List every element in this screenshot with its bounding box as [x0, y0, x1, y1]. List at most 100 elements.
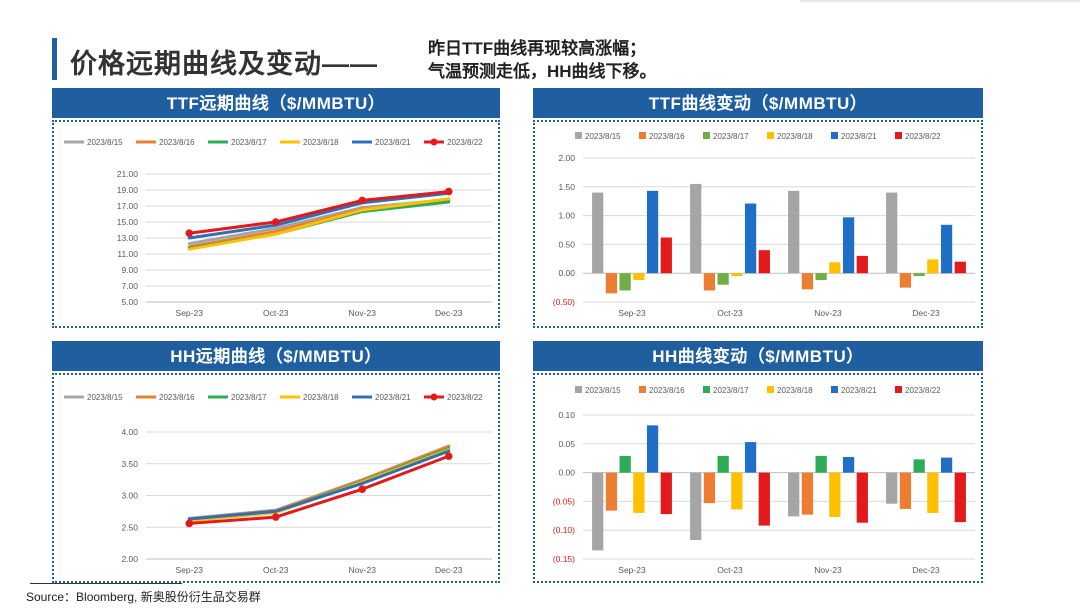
bar — [954, 472, 966, 523]
series-point — [358, 485, 367, 493]
bar — [633, 472, 645, 513]
y-tick-label: 0.10 — [558, 410, 575, 420]
y-tick-label: (0.10) — [553, 525, 575, 535]
y-tick-label: 0.05 — [558, 439, 575, 449]
legend-label: 2023/8/16 — [649, 386, 685, 395]
x-tick-label: Dec-23 — [912, 308, 940, 318]
subtitle-line-1: 昨日TTF曲线再现较高涨幅； — [428, 39, 647, 58]
bar — [619, 455, 631, 473]
series-point — [444, 452, 453, 460]
y-tick-label: 11.00 — [117, 249, 138, 259]
legend-swatch — [831, 386, 838, 393]
bar — [815, 273, 827, 281]
x-tick-label: Nov-23 — [349, 565, 377, 575]
legend-swatch — [703, 132, 710, 139]
bar — [801, 472, 814, 515]
x-tick-label: Oct-23 — [263, 308, 289, 318]
y-tick-label: 1.50 — [558, 182, 575, 192]
source-note: Source：Bloomberg, 新奥股份衍生品交易群 — [26, 590, 261, 604]
bar — [605, 273, 618, 294]
y-tick-label: 13.00 — [117, 233, 139, 243]
bar — [856, 255, 868, 274]
bar — [815, 455, 827, 473]
y-tick-label: 2.00 — [121, 554, 138, 564]
bar — [927, 259, 939, 274]
bar — [633, 273, 645, 281]
bar — [646, 425, 659, 473]
legend-label: 2023/8/21 — [375, 138, 411, 147]
subtitle-line-2: 气温预测走低，HH曲线下移。 — [428, 62, 657, 81]
ttf-change-chart: (0.50) 0.00 0.50 1.00 1.50 2.00 Sep-23 Oct-23 No… — [533, 120, 983, 328]
legend-label: 2023/8/18 — [777, 386, 813, 395]
series-point — [444, 187, 453, 196]
x-tick-label: Oct-23 — [717, 308, 743, 318]
source-divider — [30, 583, 182, 584]
bar — [646, 190, 659, 274]
x-tick-label: Nov-23 — [814, 565, 842, 575]
top-edge-decoration — [800, 0, 1080, 2]
x-tick-label: Sep-23 — [176, 565, 204, 575]
legend-label: 2023/8/16 — [159, 138, 195, 147]
bar — [758, 472, 770, 526]
legend-swatch — [895, 132, 902, 139]
series-line — [187, 191, 451, 240]
series-line — [187, 445, 451, 521]
hh-change-svg: (0.15) (0.10) (0.05) 0.00 0.05 0.10 Sep-23 Oct-… — [553, 386, 975, 575]
legend-marker — [430, 138, 438, 146]
legend-swatch — [639, 132, 646, 139]
bar — [660, 472, 672, 515]
legend-label: 2023/8/17 — [713, 386, 749, 395]
x-tick-label: Sep-23 — [618, 308, 646, 318]
bar — [927, 472, 939, 513]
legend-label: 2023/8/17 — [231, 393, 267, 402]
series-line — [187, 454, 451, 525]
legend-swatch — [767, 132, 774, 139]
hh-curve-chart: 2.00 2.50 3.00 3.50 4.00 Sep-23 Oct-23 Nov-23 De… — [52, 373, 500, 583]
y-tick-label: 3.00 — [121, 491, 138, 501]
bar — [842, 217, 855, 274]
bar — [886, 472, 898, 504]
y-tick-label: 2.00 — [558, 153, 575, 163]
bar — [690, 183, 702, 274]
x-tick-label: Oct-23 — [263, 565, 289, 575]
legend-label: 2023/8/15 — [585, 386, 621, 395]
bar — [703, 472, 716, 504]
legend-label: 2023/8/18 — [303, 138, 339, 147]
series-point — [185, 229, 194, 237]
legend-label: 2023/8/22 — [905, 132, 941, 141]
bar — [703, 273, 716, 291]
bar — [788, 472, 800, 517]
legend-label: 2023/8/17 — [713, 132, 749, 141]
x-tick-label: Oct-23 — [717, 565, 743, 575]
legend-label: 2023/8/21 — [841, 132, 877, 141]
x-tick-label: Dec-23 — [435, 565, 463, 575]
hh-change-title: HH曲线变动（$/MMBTU） — [533, 341, 983, 373]
series-point — [185, 519, 194, 528]
hh-curve-title: HH远期曲线（$/MMBTU） — [52, 341, 500, 373]
y-tick-label: 1.00 — [558, 211, 575, 221]
hh-curve-svg: 2.00 2.50 3.00 3.50 4.00 Sep-23 Oct-23 Nov-23 De… — [64, 393, 492, 575]
legend-swatch — [895, 386, 902, 393]
y-tick-label: 9.00 — [121, 265, 138, 275]
y-tick-label: 2.50 — [121, 522, 138, 532]
bar — [744, 203, 757, 274]
y-tick-label: (0.15) — [553, 554, 575, 564]
series-point — [271, 218, 280, 226]
series-line — [187, 449, 451, 521]
bar — [788, 190, 800, 274]
y-tick-label: 3.50 — [121, 459, 138, 469]
bar — [913, 459, 925, 473]
y-tick-label: 15.00 — [117, 217, 139, 227]
bar — [744, 442, 757, 473]
x-tick-label: Sep-23 — [176, 308, 204, 318]
series-line — [187, 197, 451, 251]
bar — [717, 273, 729, 285]
bar — [592, 472, 604, 551]
bar — [801, 273, 814, 290]
ttf-change-svg: (0.50) 0.00 0.50 1.00 1.50 2.00 Sep-23 Oct-23 No… — [553, 132, 975, 318]
legend-label: 2023/8/16 — [159, 393, 195, 402]
title-accent-bar — [52, 38, 57, 80]
legend-swatch — [575, 386, 582, 393]
legend-marker — [430, 393, 438, 401]
page-title: 价格远期曲线及变动—— — [70, 49, 378, 79]
